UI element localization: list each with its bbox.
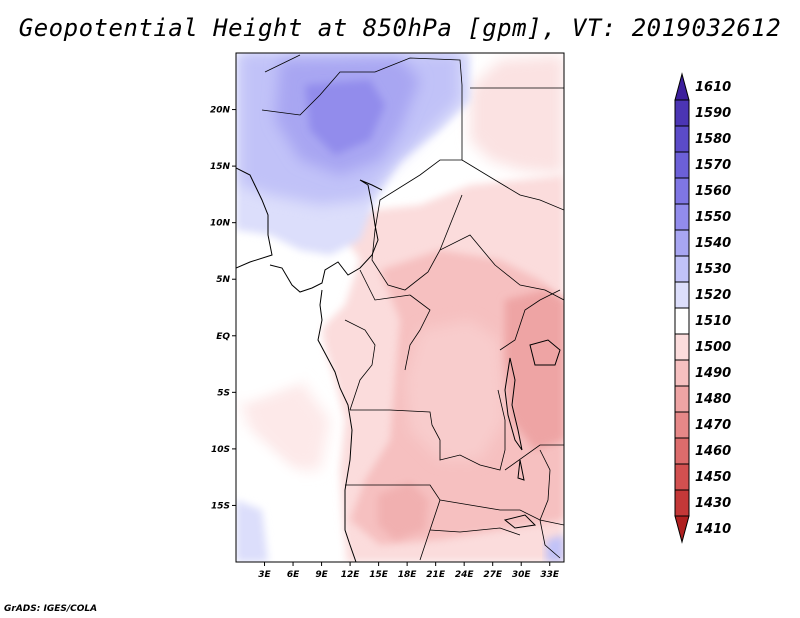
colorbar-segment [674,437,690,465]
lon-tick-label: 9E [315,570,328,580]
lon-tick-label: 15E [369,570,389,580]
colorbar-segment [674,333,690,361]
lat-tick-label: 15S [211,501,230,511]
colorbar-label: 1610 [695,80,731,95]
colorbar-label: 1520 [695,288,731,303]
lakes [503,339,561,529]
lon-tick-label: 24E [455,570,475,580]
colorbar-label: 1430 [695,496,731,511]
colorbar-segment [674,463,690,491]
colorbar-segment [674,229,690,257]
credit-label: GrADS: IGES/COLA [4,604,98,614]
colorbar-label: 1490 [695,366,731,381]
lat-tick-label: 20N [210,106,231,116]
map-title: Geopotential Height at 850hPa [gpm], VT:… [18,14,782,42]
colorbar-segment [674,151,690,179]
colorbar-segment [674,125,690,153]
colorbar-label: 1560 [695,184,731,199]
colorbar-label: 1480 [695,392,731,407]
colorbar-label: 1540 [695,236,731,251]
coastlines [236,167,383,562]
colorbar-label: 1500 [695,340,731,355]
lon-tick-label: 3E [258,570,271,580]
lat-tick-label: 10N [210,219,231,229]
longitude-axis: 3E 6E 9E 12E 15E 18E 21E 24E 27E 30E 33E [258,562,560,580]
colorbar: 1610 1590 1580 1570 1560 1550 1540 1530 1520 1510… [674,72,731,544]
lon-tick-label: 33E [540,570,560,580]
colorbar-label: 1410 [695,522,731,537]
colorbar-segment [674,203,690,231]
lon-tick-label: 27E [483,570,503,580]
colorbar-segment [674,411,690,439]
colorbar-label: 1570 [695,158,731,173]
colorbar-segment [674,385,690,413]
lon-tick-label: 6E [287,570,300,580]
colorbar-bottom-arrow [674,515,690,544]
lon-tick-label: 21E [426,570,446,580]
latitude-axis: 20N 15N 10N 5N EQ 5S 10S 15S [210,106,236,511]
map-frame [235,52,565,563]
colorbar-label: 1580 [695,132,731,147]
lat-tick-label: 5S [217,388,230,398]
colorbar-label: 1550 [695,210,731,225]
lon-tick-label: 12E [341,570,361,580]
colorbar-label: 1450 [695,470,731,485]
lat-tick-label: 15N [210,162,231,172]
colorbar-label: 1510 [695,314,731,329]
colorbar-label: 1470 [695,418,731,433]
colorbar-label: 1530 [695,262,731,277]
colorbar-segment [674,255,690,283]
colorbar-segment [674,307,690,335]
height-field [236,53,564,562]
colorbar-segment [674,359,690,387]
lon-tick-label: 30E [512,570,532,580]
borders [261,54,564,561]
lat-tick-label: 5N [216,275,230,285]
colorbar-segment [674,281,690,309]
lat-tick-label: 10S [211,445,230,455]
colorbar-segment [674,177,690,205]
colorbar-segment [674,489,690,517]
lat-tick-label: EQ [216,332,230,342]
colorbar-label: 1460 [695,444,731,459]
lon-tick-label: 18E [398,570,418,580]
colorbar-top-arrow [674,72,690,101]
colorbar-segment [674,99,690,127]
colorbar-label: 1590 [695,106,731,121]
